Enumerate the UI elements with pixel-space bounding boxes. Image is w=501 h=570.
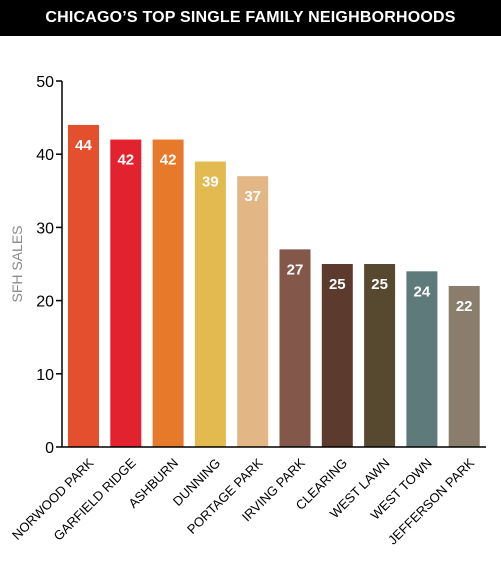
bar-value-label: 27 bbox=[287, 261, 304, 278]
bar-value-label: 42 bbox=[117, 152, 134, 169]
bar-value-label: 42 bbox=[160, 152, 177, 169]
bar-value-label: 22 bbox=[456, 298, 473, 315]
bar bbox=[194, 161, 226, 447]
bar bbox=[237, 176, 269, 447]
bar bbox=[364, 264, 396, 447]
bar-chart: 0 10 20 30 40 50 44 42 42 39 37 27 25 25 24 22 NORWOOD… bbox=[9, 74, 486, 547]
bar bbox=[321, 264, 353, 447]
y-tick-label: 50 bbox=[36, 74, 54, 91]
bar bbox=[110, 139, 142, 447]
bar-value-label: 37 bbox=[244, 188, 261, 205]
chart-title: CHICAGO’S TOP SINGLE FAMILY NEIGHBORHOOD… bbox=[45, 9, 456, 26]
bar bbox=[152, 139, 184, 447]
bar-value-label: 25 bbox=[371, 276, 388, 293]
x-tick-label: PORTAGE PARK bbox=[184, 455, 266, 537]
y-tick-label: 10 bbox=[36, 367, 54, 384]
y-axis-ticks: 0 10 20 30 40 50 bbox=[36, 74, 62, 457]
y-tick-label: 40 bbox=[36, 147, 54, 164]
y-tick-label: 30 bbox=[36, 220, 54, 237]
value-labels: 44 42 42 39 37 27 25 25 24 22 bbox=[75, 137, 472, 315]
bar-value-label: 24 bbox=[414, 283, 431, 300]
bar bbox=[406, 271, 438, 447]
title-bar: CHICAGO’S TOP SINGLE FAMILY NEIGHBORHOOD… bbox=[0, 0, 501, 36]
bar-value-label: 25 bbox=[329, 276, 346, 293]
bar bbox=[68, 124, 99, 448]
y-tick-label: 20 bbox=[36, 294, 54, 311]
bar bbox=[448, 285, 480, 447]
bars bbox=[68, 124, 480, 448]
bar-value-label: 44 bbox=[75, 137, 92, 154]
bar-value-label: 39 bbox=[202, 174, 219, 191]
bar bbox=[279, 249, 311, 447]
y-tick-label: 0 bbox=[45, 440, 54, 457]
y-axis-label: SFH SALES bbox=[9, 225, 25, 302]
